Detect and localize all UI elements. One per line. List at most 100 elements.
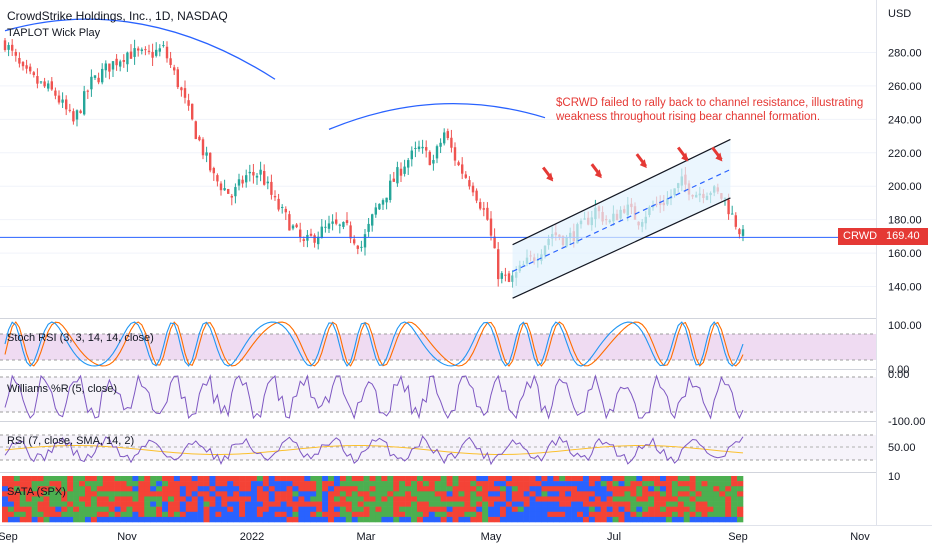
sata-cell (446, 496, 453, 502)
sata-cell (126, 511, 133, 518)
sata-cell (618, 511, 625, 518)
sata-cell (405, 476, 412, 482)
sata-cell (482, 516, 489, 523)
sata-cell (505, 511, 513, 518)
sata-cell (624, 511, 631, 518)
sata-cell (144, 511, 151, 518)
sata-cell (505, 481, 513, 487)
sata-cell (7, 476, 15, 482)
sata-cell (648, 506, 655, 513)
candle-body (486, 207, 489, 220)
sata-cell (185, 496, 192, 502)
sata-cell (428, 486, 436, 492)
sata-cell (108, 516, 115, 523)
sata-cell (357, 476, 364, 482)
sata-cell (351, 476, 358, 482)
sata-cell (274, 476, 281, 482)
candle (367, 217, 370, 237)
sata-cell (553, 491, 560, 497)
sata-cell (7, 496, 15, 502)
candle (39, 80, 43, 85)
candle-body (227, 188, 230, 194)
sata-cell (618, 496, 625, 502)
candle-body (79, 110, 82, 114)
sata-cell (654, 501, 661, 507)
sata-cell (280, 511, 287, 518)
sata-cell (322, 516, 329, 523)
sata-cell (511, 496, 519, 502)
sata-cell (434, 491, 441, 497)
sata-cell (274, 501, 281, 507)
sata-cell (405, 501, 412, 507)
candle (464, 171, 467, 179)
sata-cell (369, 486, 376, 492)
sata-cell (162, 511, 169, 518)
candle (140, 47, 143, 55)
sata-cell (701, 476, 708, 482)
sata-cell (108, 496, 115, 502)
candle (493, 228, 496, 249)
sata-cell (310, 511, 317, 518)
sata-cell (185, 476, 192, 482)
sata-cell (328, 481, 335, 487)
candle (457, 160, 460, 167)
sata-cell (440, 501, 447, 507)
candle-body (237, 179, 241, 186)
sata-cell (523, 481, 530, 487)
sata-cell (90, 501, 98, 507)
candle (86, 89, 89, 99)
sata-cell (43, 496, 50, 502)
sata-cell (162, 501, 169, 507)
sata-cell (719, 491, 726, 497)
sata-cell (351, 486, 358, 492)
sata-cell (209, 486, 216, 492)
sata-cell (191, 491, 198, 497)
sata-cell (434, 476, 441, 482)
candle (50, 77, 53, 91)
y-tick-label: 280.00 (888, 48, 922, 60)
candle-body (295, 224, 298, 228)
sata-cell (13, 491, 21, 497)
sata-cell (618, 501, 625, 507)
sata-cell (215, 476, 222, 482)
sata-cell (434, 516, 441, 523)
sata-cell (203, 501, 210, 507)
sata-cell (476, 476, 483, 482)
sata-cell (191, 496, 198, 502)
sata-cell (369, 491, 376, 497)
sata-cell (399, 501, 406, 507)
sata-cell (559, 496, 566, 502)
sata-cell (428, 511, 436, 518)
sata-cell (559, 481, 566, 487)
sata-cell (7, 506, 15, 513)
sata-cell (381, 491, 388, 497)
sata-cell (55, 511, 62, 518)
sata-cell (256, 501, 264, 507)
sata-cell (7, 516, 15, 523)
sata-cell (179, 476, 187, 482)
sata-cell (73, 491, 80, 497)
sata-cell (333, 506, 341, 513)
candle-body (371, 214, 374, 226)
candle-body (493, 236, 496, 249)
sata-cell (517, 511, 524, 518)
sata-cell (505, 506, 513, 513)
candle (209, 152, 212, 173)
sata-cell (209, 506, 216, 513)
sata-cell (73, 516, 80, 523)
candle-body (180, 87, 183, 91)
sata-cell (642, 481, 649, 487)
candle-body (54, 90, 57, 96)
sata-cell (96, 491, 104, 497)
sata-cell (13, 501, 21, 507)
sata-cell (654, 516, 661, 523)
sata-cell (505, 486, 513, 492)
candle-body (482, 208, 485, 210)
sata-cell (150, 511, 157, 518)
sata-cell (292, 491, 299, 497)
sata-cell (375, 501, 382, 507)
sata-cell (582, 506, 590, 513)
sata-cell (529, 476, 536, 482)
sata-cell (677, 476, 685, 482)
